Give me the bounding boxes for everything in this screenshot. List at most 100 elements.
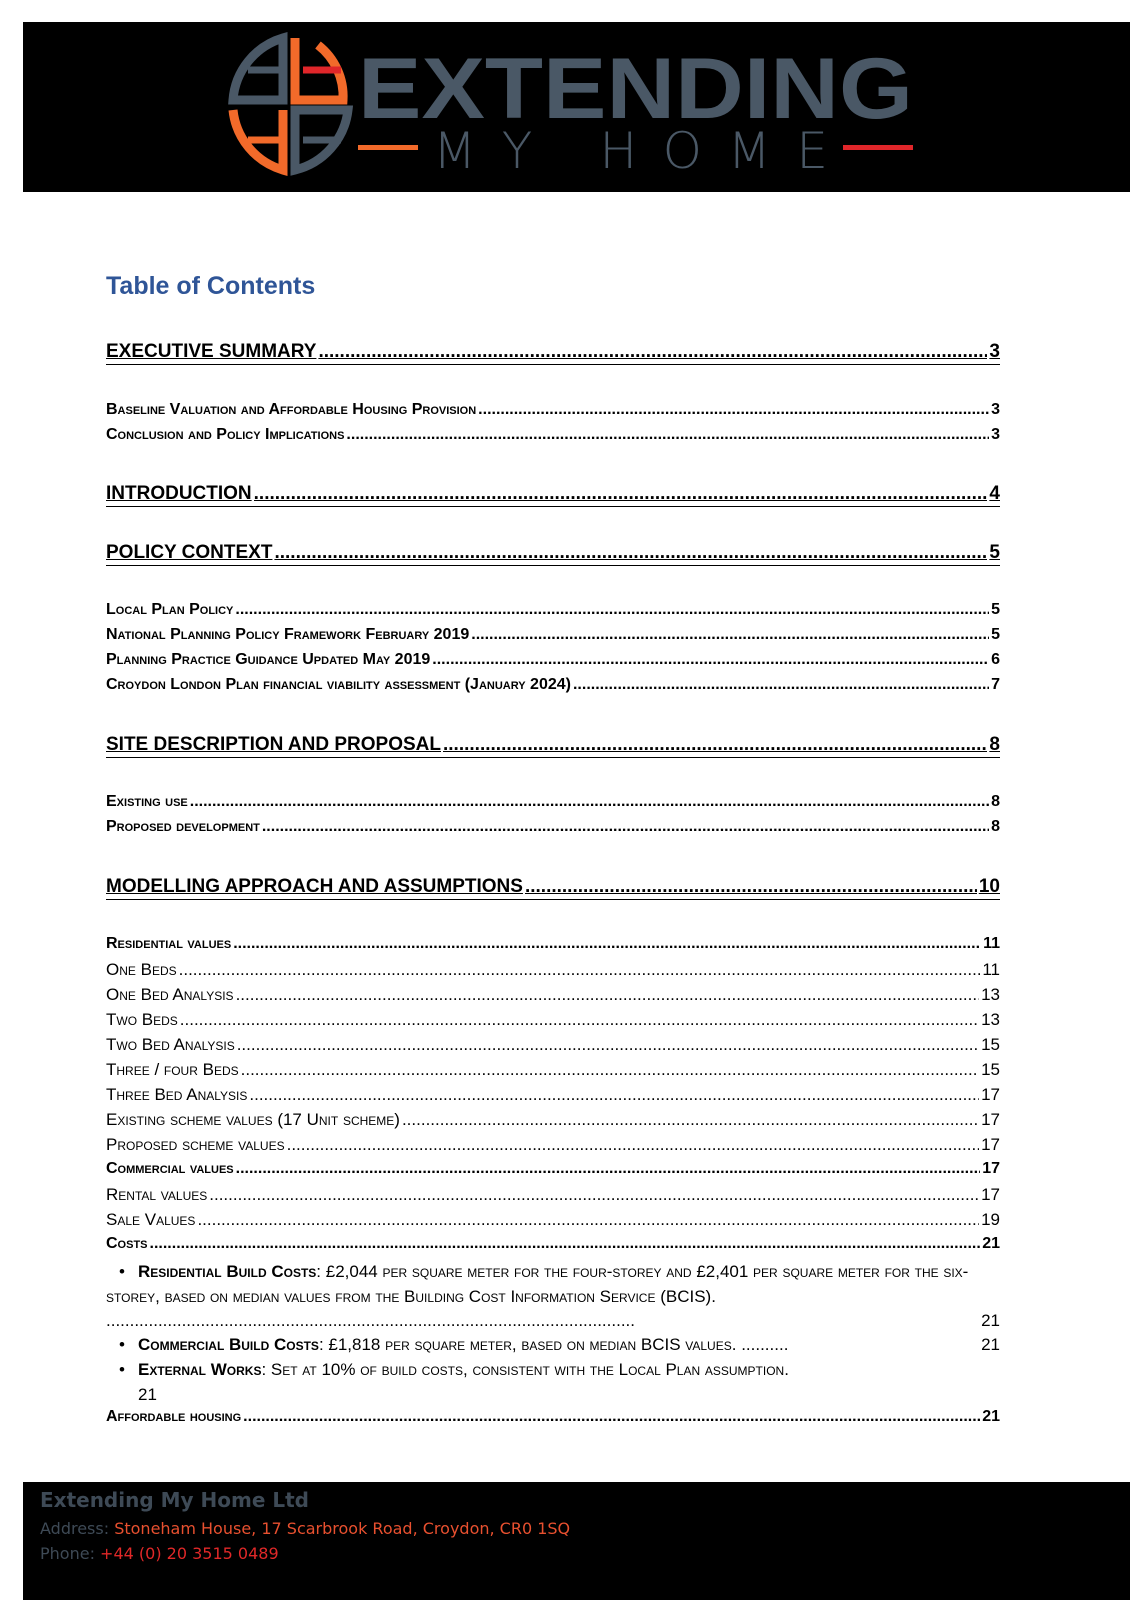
dot-leader (150, 1235, 981, 1253)
svg-text:EXTENDING: EXTENDING (358, 41, 913, 137)
toc-entry-page: 5 (991, 601, 1000, 618)
toc-entry-title: Proposed development (106, 818, 260, 835)
toc-entry-page: 15 (981, 1060, 1000, 1079)
dot-leader (237, 1035, 979, 1055)
toc-entry-page: 3 (991, 401, 1000, 418)
toc-entry-title: Costs (106, 1235, 148, 1252)
toc-entry-page: 8 (991, 793, 1000, 810)
toc-entry[interactable]: National Planning Policy Framework Febru… (106, 626, 1000, 644)
toc-entry-page: 3 (991, 426, 1000, 443)
toc-entry[interactable]: Three Bed Analysis 17 (106, 1085, 1000, 1105)
dot-leader (179, 960, 981, 980)
footer-company-name: Extending My Home Ltd (40, 1488, 309, 1512)
toc-entry[interactable]: Planning Practice Guidance Updated May 2… (106, 651, 1000, 669)
toc-entry-title: Commercial values (106, 1160, 234, 1177)
toc-entry-title: One Bed Analysis (106, 985, 234, 1004)
toc-entry-page: 7 (991, 676, 1000, 693)
toc-entry-page: 5 (991, 626, 1000, 643)
dot-leader (471, 626, 989, 644)
bullet-icon: • (119, 1360, 125, 1379)
toc-entry-page: 3 (989, 341, 1000, 362)
toc-entry-title: INTRODUCTION (106, 483, 252, 504)
toc-entry-title: Existing scheme values (17 Unit scheme) (106, 1110, 400, 1129)
toc-entry-page: 13 (981, 985, 1000, 1004)
dot-leader (235, 601, 989, 619)
toc-entry-page: 17 (981, 1185, 1000, 1204)
dot-leader (478, 401, 989, 419)
bullet-bold-title: Residential Build Costs (138, 1262, 317, 1281)
address-label: Address: (40, 1519, 110, 1538)
phone-label: Phone: (40, 1544, 95, 1563)
toc-entry-title: Three / four Beds (106, 1060, 239, 1079)
toc-bullet-entry[interactable]: • Residential Build Costs: £2,044 per squ… (106, 1260, 1000, 1334)
dot-leader (209, 1185, 979, 1205)
toc-entry-title: Local Plan Policy (106, 601, 234, 618)
toc-entry-title: SITE DESCRIPTION AND PROPOSAL (106, 734, 441, 755)
toc-entry-title: Residential values (106, 935, 232, 952)
dot-leader (190, 793, 989, 811)
toc-entry[interactable]: EXECUTIVE SUMMARY 3 (106, 341, 1000, 365)
toc-entry-page: 11 (983, 935, 1000, 952)
toc-entry[interactable]: Two Bed Analysis 15 (106, 1035, 1000, 1055)
toc-entry-page: 21 (981, 1335, 1000, 1354)
toc-entry[interactable]: One Bed Analysis 13 (106, 985, 1000, 1005)
dot-leader (249, 1085, 979, 1105)
toc-entry[interactable]: Existing scheme values (17 Unit scheme) 1… (106, 1110, 1000, 1130)
toc-entry[interactable]: Croydon London Plan financial viability … (106, 676, 1000, 694)
dot-leader: .......... (736, 1335, 789, 1354)
toc-entry[interactable]: Commercial values 17 (106, 1160, 1000, 1178)
toc-bullet-entry[interactable]: • External Works: Set at 10% of build cos… (106, 1358, 1000, 1407)
toc-entry-title: POLICY CONTEXT (106, 542, 273, 563)
toc-entry[interactable]: One Beds 11 (106, 960, 1000, 980)
toc-entry-page: 17 (981, 1110, 1000, 1129)
toc-entry[interactable]: Proposed scheme values 17 (106, 1135, 1000, 1155)
toc-entry-title: MODELLING APPROACH AND ASSUMPTIONS (106, 876, 523, 897)
toc-entry[interactable]: POLICY CONTEXT 5 (106, 542, 1000, 566)
footer-address: Address: Stoneham House, 17 Scarbrook Ro… (40, 1519, 570, 1538)
toc-entry[interactable]: Existing use 8 (106, 793, 1000, 811)
toc-entry-title: Three Bed Analysis (106, 1085, 248, 1104)
toc-entry[interactable]: Sale Values 19 (106, 1210, 1000, 1230)
toc-entry[interactable]: Conclusion and Policy Implications 3 (106, 426, 1000, 444)
toc-entry-page: 13 (981, 1010, 1000, 1029)
dot-leader (180, 1010, 979, 1030)
toc-entry-title: EXECUTIVE SUMMARY (106, 341, 317, 362)
toc-entry-title: Baseline Valuation and Affordable Housin… (106, 401, 477, 418)
toc-entry[interactable]: Baseline Valuation and Affordable Housin… (106, 401, 1000, 419)
dot-leader (254, 483, 988, 505)
toc-entry-title: Rental values (106, 1185, 208, 1204)
toc-entry[interactable]: SITE DESCRIPTION AND PROPOSAL 8 (106, 734, 1000, 758)
toc-entry-title: Sale Values (106, 1210, 196, 1229)
dot-leader (236, 1160, 981, 1178)
toc-entry[interactable]: Affordable housing 21 (106, 1408, 1000, 1426)
toc-entry[interactable]: Residential values 11 (106, 935, 1000, 953)
bullet-text: : £1,818 per square meter, based on medi… (318, 1335, 737, 1354)
toc-entry[interactable]: Local Plan Policy 5 (106, 601, 1000, 619)
phone-value: +44 (0) 20 3515 0489 (100, 1544, 279, 1563)
toc-entry[interactable]: MODELLING APPROACH AND ASSUMPTIONS 10 (106, 876, 1000, 900)
toc-title: Table of Contents (106, 272, 316, 300)
toc-entry-title: Existing use (106, 793, 188, 810)
toc-entry[interactable]: Three / four Beds 15 (106, 1060, 1000, 1080)
toc-entry-page: 21 (982, 1235, 1000, 1252)
toc-entry-page: 21 (138, 1384, 157, 1404)
toc-entry-title: Two Bed Analysis (106, 1035, 235, 1054)
toc-entry[interactable]: Proposed development 8 (106, 818, 1000, 836)
toc-entry-title: One Beds (106, 960, 177, 979)
toc-entry-page: 5 (989, 542, 1000, 563)
toc-bullet-entry[interactable]: • Commercial Build Costs: £1,818 per squa… (106, 1333, 1000, 1358)
toc-entry-title: Conclusion and Policy Implications (106, 426, 345, 443)
toc-entry[interactable]: Two Beds 13 (106, 1010, 1000, 1030)
dot-leader (346, 426, 989, 444)
toc-entry-page: 17 (981, 1085, 1000, 1104)
toc-entry-page: 4 (989, 483, 1000, 504)
toc-entry-title: Affordable housing (106, 1408, 242, 1425)
bullet-bold-title: Commercial Build Costs (138, 1335, 319, 1354)
bullet-bold-title: External Works (138, 1360, 262, 1379)
toc-entry-title: Croydon London Plan financial viability … (106, 676, 571, 693)
toc-entry-title: Proposed scheme values (106, 1135, 285, 1154)
toc-entry[interactable]: Rental values 17 (106, 1185, 1000, 1205)
toc-entry-page: 19 (981, 1210, 1000, 1229)
toc-entry[interactable]: INTRODUCTION 4 (106, 483, 1000, 507)
toc-entry[interactable]: Costs 21 (106, 1235, 1000, 1253)
